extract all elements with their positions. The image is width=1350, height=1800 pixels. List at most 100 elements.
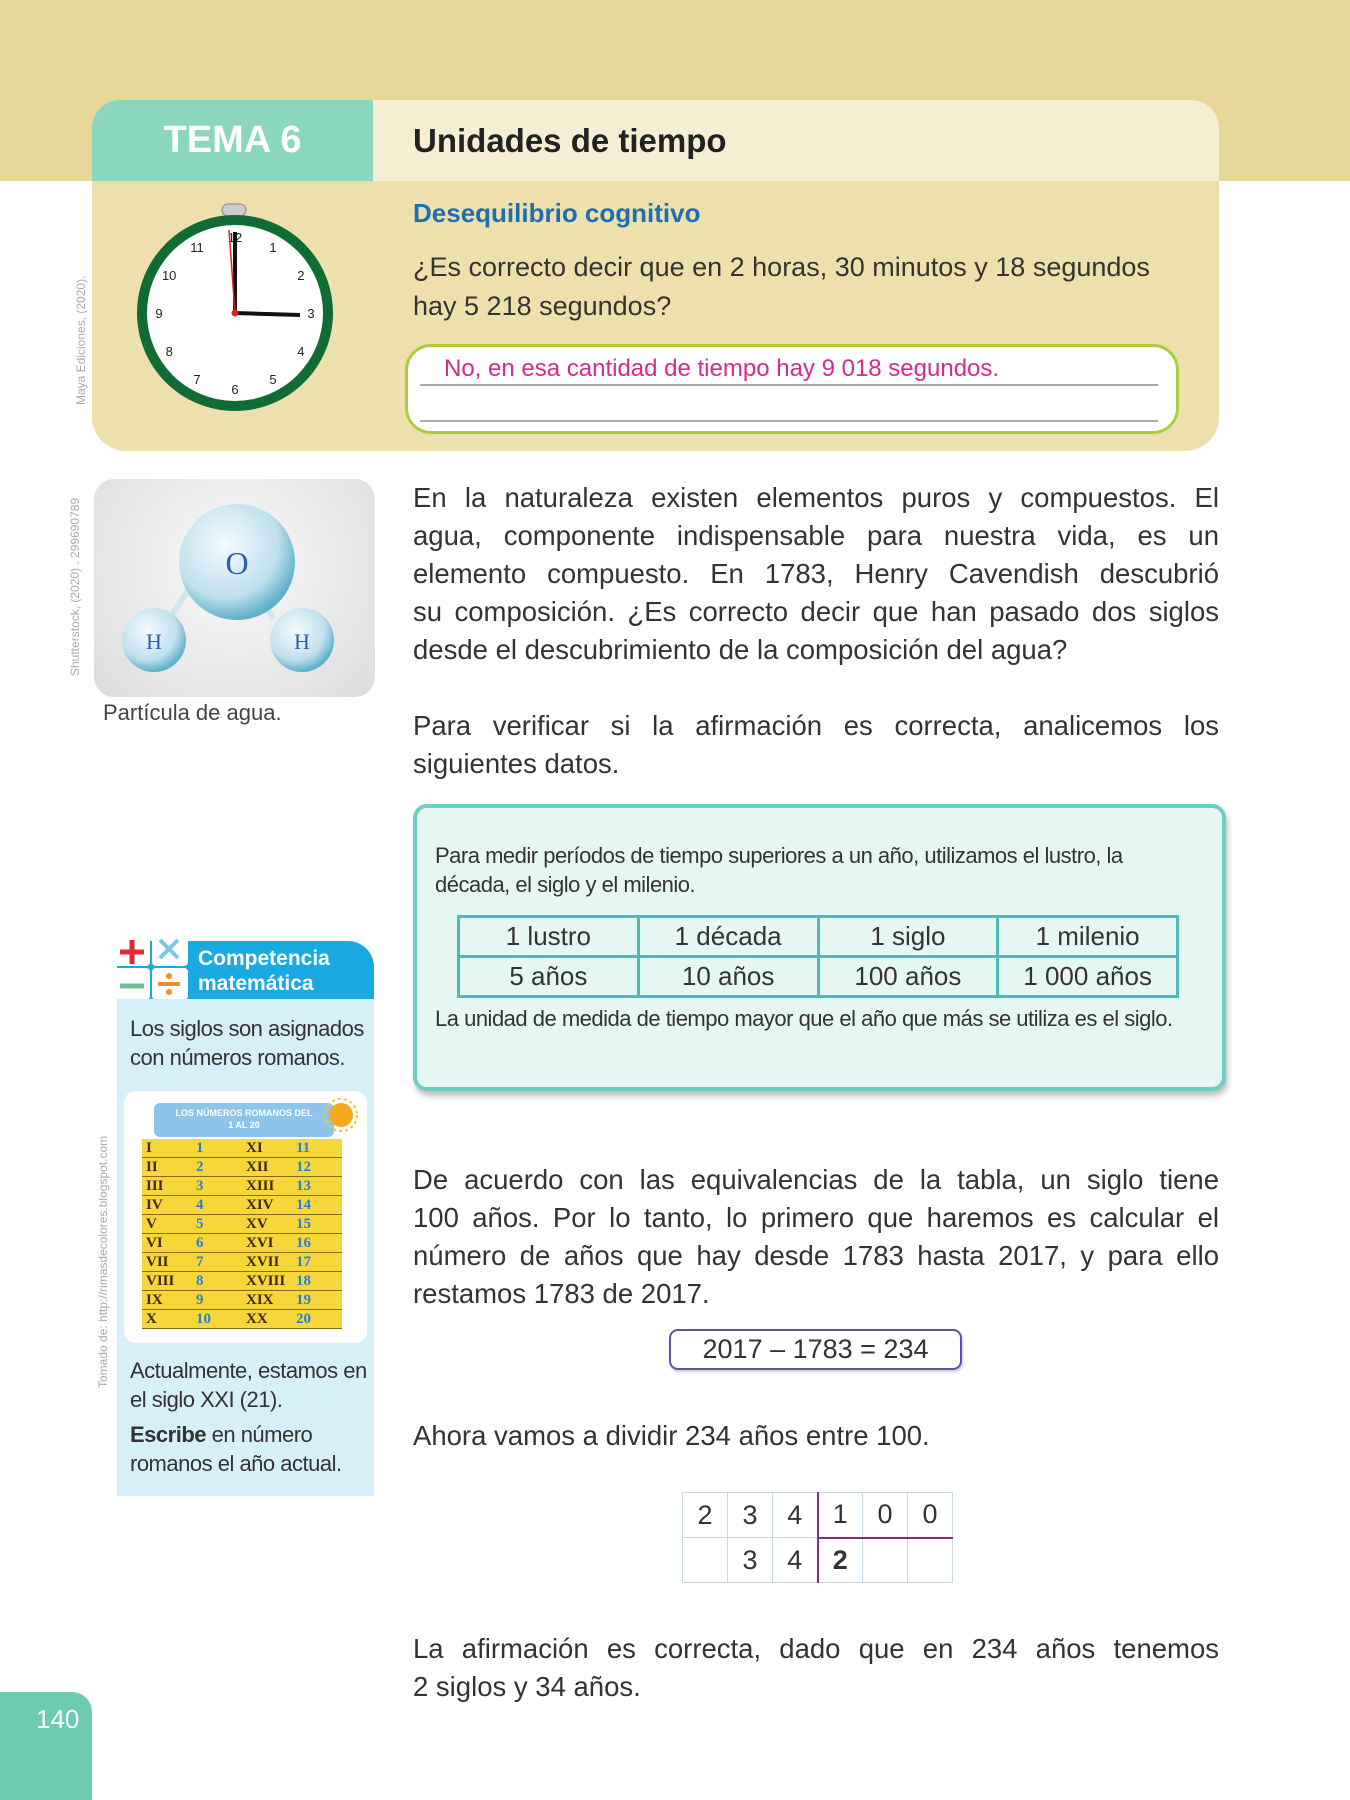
clock-number: 4	[297, 344, 304, 359]
paragraph-verify: Para verificar si la afirmación es corre…	[413, 707, 1219, 783]
equation-box: 2017 – 1783 = 234	[669, 1329, 962, 1370]
division-cell	[862, 1537, 908, 1583]
roman-cell: X	[146, 1311, 157, 1327]
roman-row: III 3 XIII 13	[142, 1177, 342, 1196]
text-line: Para verificar si la afirmación es corre…	[413, 710, 1219, 741]
roman-row: VIII 8 XVIII 18	[142, 1272, 342, 1291]
answer-box[interactable]: No, en esa cantidad de tiempo hay 9 018 …	[405, 344, 1179, 434]
roman-cell: 7	[196, 1254, 204, 1270]
clock-number: 5	[269, 372, 276, 387]
clock-number: 10	[162, 268, 176, 283]
division-cell: 4	[772, 1537, 818, 1583]
clock-number: 8	[166, 344, 173, 359]
roman-cell: 11	[296, 1140, 311, 1156]
roman-row: I 1 XI 11	[142, 1139, 342, 1158]
roman-cell: 8	[196, 1273, 204, 1289]
roman-cell: XIX	[246, 1292, 274, 1308]
roman-cell: 2	[196, 1159, 204, 1175]
roman-credit: Tomado de: http://rimasdecolores.blogspo…	[96, 1135, 110, 1388]
division-cell	[907, 1537, 953, 1583]
task-text: en número romanos el año actual.	[130, 1422, 342, 1476]
text-line: número de años que hay desde 1783 hasta …	[413, 1240, 1219, 1271]
info-intro: Para medir períodos de tiempo superiores…	[435, 843, 1123, 897]
water-molecule-image: O H H	[94, 479, 375, 697]
roman-cell: XX	[246, 1311, 268, 1327]
roman-cell: V	[146, 1216, 157, 1232]
roman-row: IV 4 XIV 14	[142, 1196, 342, 1215]
division-cell: 3	[727, 1537, 773, 1583]
division-cell: 0	[862, 1492, 908, 1539]
roman-cell: 16	[296, 1235, 311, 1251]
roman-cell: VIII	[146, 1273, 175, 1289]
table-cell: 1 milenio	[996, 915, 1179, 958]
info-box: Para medir períodos de tiempo superiores…	[413, 804, 1226, 1091]
table-cell: 100 años	[816, 955, 1000, 998]
page-number: 140	[0, 1692, 92, 1800]
atom-label: H	[294, 629, 310, 654]
division-cell	[682, 1537, 728, 1583]
title-line: Competencia	[198, 947, 330, 970]
paragraph-equivalencias: De acuerdo con las equivalencias de la t…	[413, 1161, 1219, 1313]
atom-label: H	[146, 629, 162, 654]
roman-cell: XII	[246, 1159, 269, 1175]
time-units-table: 1 lustro 1 década 1 siglo 1 milenio 5 años 1…	[457, 915, 1179, 998]
roman-cell: XIII	[246, 1178, 275, 1194]
roman-numerals-image: LOS NÚMEROS ROMANOS DEL 1 AL 20 I 1 XI 11 II…	[124, 1091, 367, 1343]
competencia-title: Competencia matemática	[198, 946, 330, 996]
answer-line	[420, 420, 1158, 422]
topic-label: TEMA 6	[92, 100, 373, 181]
sun-icon	[324, 1098, 358, 1132]
roman-cell: III	[146, 1178, 164, 1194]
table-cell: 5 años	[457, 955, 640, 998]
clock-credit: Maya Ediciones, (2020).	[74, 275, 88, 405]
image-caption: Partícula de agua.	[103, 700, 282, 725]
question-line: hay 5 218 segundos?	[413, 291, 672, 321]
paragraph-conclusion: La afirmación es correcta, dado que en 2…	[413, 1630, 1219, 1706]
text-line: En la naturaleza existen elementos puros…	[413, 482, 1219, 513]
roman-cell: XVI	[246, 1235, 274, 1251]
clock-number: 2	[297, 268, 304, 283]
roman-cell: 5	[196, 1216, 204, 1232]
section-heading: Desequilibrio cognitivo	[413, 198, 701, 228]
table-cell: 1 siglo	[816, 915, 1000, 958]
info-outro: La unidad de medida de tiempo mayor que …	[435, 1006, 1173, 1031]
question-text: ¿Es correcto decir que en 2 horas, 30 mi…	[413, 248, 1193, 326]
division-cell: 0	[907, 1492, 953, 1539]
clock-number: 7	[193, 372, 200, 387]
text-line: De acuerdo con las equivalencias de la t…	[413, 1164, 1219, 1195]
clock-number: 3	[307, 306, 314, 321]
clock-number: 11	[190, 240, 204, 255]
atom-label: O	[225, 545, 248, 581]
competencia-text: Los siglos son asignados con números rom…	[130, 1016, 364, 1070]
roman-cell: 18	[296, 1273, 311, 1289]
text-line: restamos 1783 de 2017.	[413, 1278, 710, 1309]
roman-cell: XVIII	[246, 1273, 286, 1289]
roman-row: IX 9 XIX 19	[142, 1291, 342, 1310]
question-line: ¿Es correcto decir que en 2 horas, 30 mi…	[413, 252, 1150, 282]
math-operations-icon	[114, 934, 188, 1000]
task-verb: Escribe	[130, 1422, 207, 1447]
clock-number: 9	[155, 306, 162, 321]
roman-cell: 14	[296, 1197, 311, 1213]
roman-cell: 17	[296, 1254, 311, 1270]
roman-cell: 13	[296, 1178, 311, 1194]
competencia-task: Escribe en número romanos el año actual.	[130, 1420, 370, 1478]
text-line: desde el descubrimiento de la composició…	[413, 634, 1068, 665]
roman-cell: XI	[246, 1140, 263, 1156]
roman-row: VI 6 XVI 16	[142, 1234, 342, 1253]
roman-cell: 1	[196, 1140, 204, 1156]
division-cell: 1	[816, 1492, 863, 1539]
roman-cell: 12	[296, 1159, 311, 1175]
roman-cell: XV	[246, 1216, 268, 1232]
division-intro: Ahora vamos a dividir 234 años entre 100…	[413, 1420, 930, 1451]
roman-image-title: LOS NÚMEROS ROMANOS DEL 1 AL 20	[154, 1103, 334, 1137]
text-line: agua, componente indispensable para nues…	[413, 520, 1219, 551]
paragraph-intro: En la naturaleza existen elementos puros…	[413, 479, 1219, 669]
competencia-text: Actualmente, estamos en el siglo XXI (21…	[130, 1358, 367, 1412]
roman-cell: XVII	[246, 1254, 280, 1270]
division-cell: 2	[816, 1537, 863, 1583]
answer-line	[420, 384, 1158, 386]
roman-cell: IV	[146, 1197, 163, 1213]
text-line: 2 siglos y 34 años.	[413, 1671, 641, 1702]
